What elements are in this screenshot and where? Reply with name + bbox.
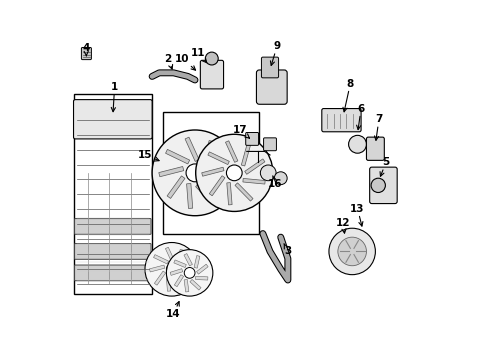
FancyBboxPatch shape (256, 70, 287, 104)
FancyBboxPatch shape (74, 265, 151, 281)
Circle shape (196, 134, 273, 211)
FancyArrow shape (174, 275, 184, 287)
FancyBboxPatch shape (322, 109, 361, 132)
Circle shape (371, 178, 386, 193)
FancyArrow shape (206, 157, 229, 175)
FancyArrow shape (185, 137, 199, 161)
Text: 17: 17 (232, 125, 249, 138)
FancyArrow shape (196, 276, 208, 280)
FancyArrow shape (243, 179, 265, 184)
Circle shape (186, 164, 204, 182)
Circle shape (348, 135, 367, 153)
FancyArrow shape (170, 269, 183, 275)
FancyArrow shape (202, 140, 213, 165)
Text: 8: 8 (343, 78, 354, 112)
Circle shape (226, 165, 242, 181)
Text: 12: 12 (336, 218, 350, 233)
Circle shape (167, 264, 177, 275)
Text: 7: 7 (374, 114, 383, 140)
Text: 16: 16 (268, 176, 283, 189)
FancyBboxPatch shape (81, 48, 92, 60)
Circle shape (152, 130, 238, 216)
Circle shape (329, 228, 375, 275)
FancyArrow shape (187, 184, 193, 208)
Bar (163, 112, 259, 234)
FancyBboxPatch shape (245, 132, 259, 145)
FancyBboxPatch shape (262, 57, 279, 78)
FancyArrow shape (196, 184, 216, 204)
Text: 11: 11 (191, 48, 207, 63)
Text: 2: 2 (165, 54, 172, 69)
FancyArrow shape (166, 247, 174, 262)
FancyBboxPatch shape (200, 60, 223, 89)
FancyArrow shape (225, 141, 238, 162)
FancyArrow shape (159, 167, 184, 177)
Text: 1: 1 (111, 82, 118, 112)
FancyArrow shape (154, 271, 166, 285)
Text: 4: 4 (82, 43, 90, 56)
Circle shape (145, 243, 198, 296)
Text: 14: 14 (166, 302, 181, 319)
Text: 9: 9 (270, 41, 281, 66)
FancyArrow shape (241, 144, 251, 166)
FancyArrow shape (235, 183, 253, 201)
FancyArrow shape (184, 279, 189, 292)
FancyArrow shape (202, 167, 224, 176)
FancyArrow shape (190, 279, 201, 290)
FancyArrow shape (204, 179, 229, 185)
Circle shape (184, 267, 195, 278)
FancyArrow shape (166, 276, 171, 291)
FancyArrow shape (245, 159, 265, 174)
FancyArrow shape (174, 260, 186, 267)
Bar (74, 94, 152, 294)
FancyArrow shape (194, 256, 200, 268)
Circle shape (205, 52, 218, 65)
Circle shape (274, 172, 287, 185)
FancyArrow shape (184, 253, 193, 266)
Text: 13: 13 (350, 203, 365, 226)
FancyBboxPatch shape (74, 244, 151, 259)
Circle shape (260, 165, 276, 181)
FancyArrow shape (227, 183, 232, 205)
Text: 10: 10 (175, 54, 196, 70)
FancyArrow shape (178, 273, 193, 277)
Text: 6: 6 (357, 104, 365, 130)
FancyArrow shape (153, 255, 169, 264)
Text: 5: 5 (380, 157, 390, 176)
FancyBboxPatch shape (369, 167, 397, 203)
Text: 15: 15 (138, 150, 159, 161)
Circle shape (167, 249, 213, 296)
Text: 3: 3 (284, 244, 292, 256)
FancyArrow shape (166, 149, 190, 164)
FancyArrow shape (209, 176, 225, 196)
FancyArrow shape (196, 264, 208, 274)
FancyBboxPatch shape (74, 100, 152, 139)
FancyArrow shape (179, 260, 193, 271)
FancyBboxPatch shape (367, 137, 384, 160)
FancyArrow shape (172, 276, 185, 289)
Circle shape (338, 237, 367, 266)
FancyArrow shape (208, 152, 229, 165)
FancyArrow shape (149, 265, 165, 272)
FancyArrow shape (176, 249, 183, 265)
FancyBboxPatch shape (74, 219, 151, 234)
FancyBboxPatch shape (264, 138, 276, 151)
FancyArrow shape (167, 176, 185, 198)
